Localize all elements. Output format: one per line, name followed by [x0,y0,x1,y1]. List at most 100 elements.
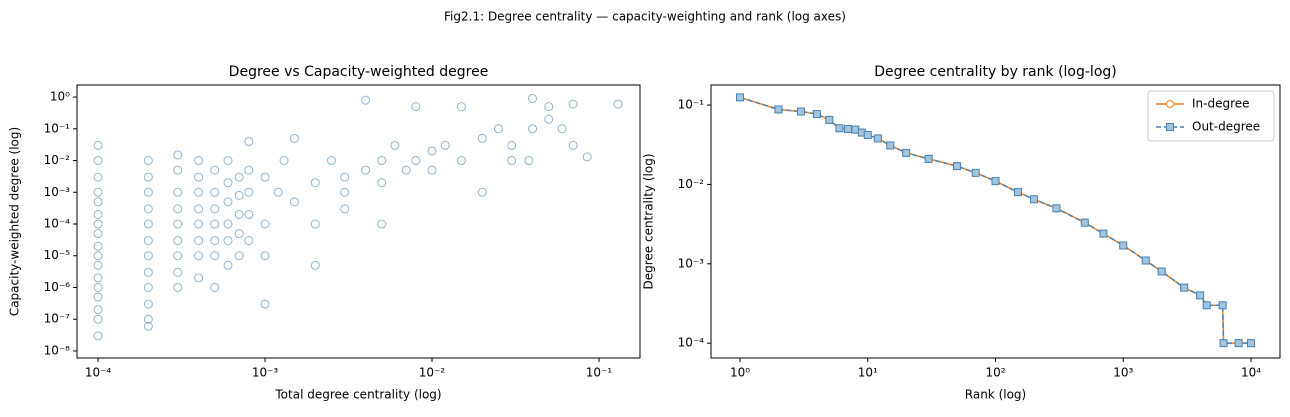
point [210,236,220,246]
point [194,219,204,229]
point [194,172,204,182]
marker [1202,301,1211,310]
point [93,331,103,341]
marker [1196,291,1205,300]
point [310,178,320,188]
marker [812,110,821,119]
marker [1099,229,1108,238]
point [260,172,270,182]
point [194,251,204,261]
point [93,282,103,292]
marker [735,93,744,102]
point [93,172,103,182]
figure-title: Fig2.1: Degree centrality — capacity-wei… [444,10,846,24]
marker [971,168,980,177]
point [340,187,350,197]
point [477,133,487,143]
point [173,204,183,214]
point [210,187,220,197]
x-tick-label: 10⁴ [1241,366,1261,380]
point [210,282,220,292]
y-tick-label: 10⁻³ [678,256,705,270]
point [143,219,153,229]
point [401,165,411,175]
marker [1052,204,1061,213]
x-axis-label: Rank (log) [965,388,1026,402]
point [93,260,103,270]
point [260,219,270,229]
y-tick-label: 10⁻² [678,177,705,191]
point [143,314,153,324]
point [93,156,103,166]
point [289,197,299,207]
y-tick-label: 10⁻⁴ [678,336,705,350]
point [427,146,437,156]
y-tick-label: 10⁻⁵ [44,248,71,262]
point [234,229,244,239]
marker [1180,283,1189,292]
point [93,209,103,219]
point [223,260,233,270]
point [582,152,592,162]
x-tick-label: 10⁰ [730,366,750,380]
axes-frame [710,84,1281,359]
point [143,204,153,214]
point [173,150,183,160]
point [143,282,153,292]
point [173,236,183,246]
marker [1029,195,1038,204]
y-tick-label: 10⁻⁶ [44,280,71,294]
point [143,236,153,246]
x-tick-label: 10⁻⁴ [85,366,112,380]
marker [851,125,860,134]
point [93,187,103,197]
point [568,99,578,109]
point [93,273,103,283]
point [223,156,233,166]
point [244,136,254,146]
legend-marker [1166,123,1174,131]
legend-label: Out-degree [1192,120,1260,134]
point [361,95,371,105]
marker [835,124,844,133]
point [507,140,517,150]
axes-title: Degree centrality by rank (log-log) [874,64,1116,80]
y-tick-label: 10⁻¹ [44,121,71,135]
point [194,273,204,283]
y-tick-label: 10⁻² [44,153,71,167]
point [244,236,254,246]
point [361,165,371,175]
point [93,219,103,229]
point [613,99,623,109]
marker [843,124,852,133]
point [223,178,233,188]
y-tick-label: 10⁻¹ [678,98,705,112]
marker [825,115,834,124]
point [427,165,437,175]
marker [1141,256,1150,265]
point [493,124,503,134]
point [93,140,103,150]
marker [1218,301,1227,310]
point [377,219,387,229]
point [93,305,103,315]
marker [796,107,805,116]
point [173,219,183,229]
y-axis-label: Capacity-weighted degree (log) [8,127,22,316]
y-tick-label: 10⁻³ [44,185,71,199]
legend-marker [1166,100,1174,108]
point [326,156,336,166]
point [93,197,103,207]
point [568,140,578,150]
point [244,209,254,219]
x-tick-label: 10¹ [858,366,878,380]
point [273,187,283,197]
x-tick-label: 10² [985,366,1005,380]
point [143,321,153,331]
point [210,219,220,229]
y-axis-label: Degree centrality (log) [642,153,656,289]
point [143,172,153,182]
point [279,156,289,166]
point [557,124,567,134]
marker [1119,241,1128,250]
